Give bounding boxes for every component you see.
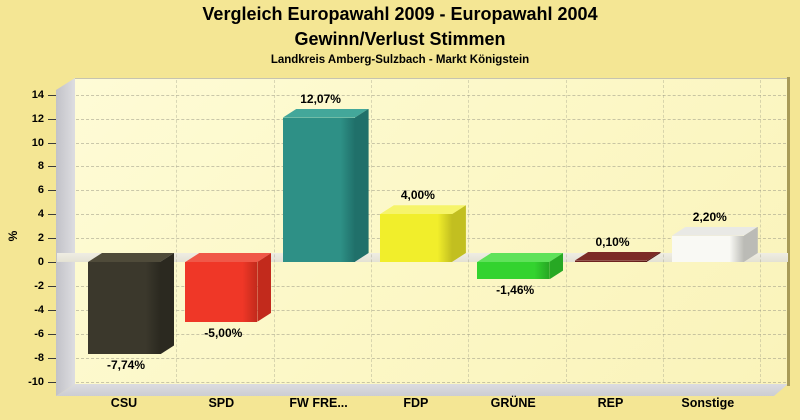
bar-side-REP xyxy=(647,252,661,262)
bar-value-label-FDP: 4,00% xyxy=(400,188,435,203)
gridline-y--2 xyxy=(76,285,786,287)
gridline-y-12 xyxy=(76,118,786,120)
y-tick-mark-10 xyxy=(48,142,56,144)
bar-front-CSU xyxy=(88,262,160,355)
bar-front-GRÜNE xyxy=(477,262,550,280)
gridline-x-3 xyxy=(370,80,372,382)
y-tick-label-2: 2 xyxy=(37,232,44,245)
bar-top-CSU xyxy=(88,253,174,262)
bar-value-label-FW FRE...: 12,07% xyxy=(300,91,341,106)
y-tick-label--10: -10 xyxy=(28,375,44,388)
y-tick-mark-6 xyxy=(48,190,56,192)
y-tick-mark-12 xyxy=(48,118,56,120)
x-axis-label-FW FRE...: FW FRE... xyxy=(289,396,348,410)
gridline-y-6 xyxy=(76,190,786,192)
y-tick-mark-14 xyxy=(48,94,56,96)
bar-top-REP xyxy=(575,252,661,261)
y-tick-label-14: 14 xyxy=(31,88,44,101)
bar-value-label-CSU: -7,74% xyxy=(106,358,146,373)
bar-top-FDP xyxy=(380,205,466,214)
bar-front-Sonstige xyxy=(671,235,744,262)
gridline-x-4 xyxy=(468,80,470,382)
y-tick-label-8: 8 xyxy=(37,160,44,173)
gridline-y-14 xyxy=(76,94,786,96)
gridline-x-7 xyxy=(760,80,762,382)
x-axis-label-SPD: SPD xyxy=(208,396,235,410)
y-tick-label-10: 10 xyxy=(31,136,44,149)
y-tick-label-0: 0 xyxy=(37,256,44,268)
y-tick-label--8: -8 xyxy=(34,351,44,364)
bar-value-label-Sonstige: 2,20% xyxy=(692,209,727,224)
gridline-x-1 xyxy=(176,80,178,382)
chart-title-line2: Gewinn/Verlust Stimmen xyxy=(294,29,506,49)
y-tick-mark-4 xyxy=(48,214,56,216)
bar-top-GRÜNE xyxy=(477,253,563,262)
y-tick-label--6: -6 xyxy=(34,327,44,340)
bar-front-FDP xyxy=(379,214,452,262)
chart-subtitle: Landkreis Amberg-Sulzbach - Markt Königs… xyxy=(270,54,530,66)
gridline-y--10 xyxy=(76,381,786,383)
y-tick-label-6: 6 xyxy=(37,184,44,197)
bar-value-label-REP: 0,10% xyxy=(595,234,630,249)
gridline-x-5 xyxy=(565,80,567,382)
x-axis-label-CSU: CSU xyxy=(110,396,138,410)
bar-side-CSU xyxy=(160,253,174,354)
y-tick-mark--8 xyxy=(48,357,56,359)
y-tick-mark--6 xyxy=(48,333,56,335)
left-wall-3d xyxy=(56,78,75,396)
gridline-x-6 xyxy=(662,80,664,382)
bar-side-SPD xyxy=(257,253,271,322)
y-tick-mark-2 xyxy=(48,238,56,240)
bar-top-Sonstige xyxy=(672,227,758,236)
bar-top-FW FRE... xyxy=(283,109,369,118)
y-tick-label--4: -4 xyxy=(34,303,44,316)
y-tick-label-4: 4 xyxy=(37,208,44,221)
gridline-y-10 xyxy=(76,142,786,144)
bar-value-label-GRÜNE: -1,46% xyxy=(496,283,535,298)
x-axis-label-FDP: FDP xyxy=(403,396,429,410)
bar-front-FW FRE... xyxy=(282,117,355,262)
bar-front-SPD xyxy=(185,262,258,322)
gridline-x-2 xyxy=(273,80,275,382)
chart-title-line1: Vergleich Europawahl 2009 - Europawahl 2… xyxy=(202,4,598,24)
bar-value-label-SPD: -5,00% xyxy=(204,325,243,340)
bar-side-FDP xyxy=(452,205,466,262)
y-tick-mark-0 xyxy=(48,262,56,263)
y-tick-mark--4 xyxy=(48,309,56,311)
x-axis-label-GRÜNE: GRÜNE xyxy=(490,396,536,410)
x-axis-label-Sonstige: Sonstige xyxy=(681,396,735,410)
y-tick-label-12: 12 xyxy=(31,112,44,125)
y-tick-mark--10 xyxy=(48,381,56,383)
x-axis-label-REP: REP xyxy=(597,396,624,410)
plot-right-border xyxy=(787,77,790,386)
bottom-floor-3d xyxy=(56,384,788,396)
y-tick-mark-8 xyxy=(48,166,56,168)
gridline-y--6 xyxy=(76,333,786,335)
bar-side-Sonstige xyxy=(744,227,758,262)
bar-front-REP xyxy=(574,260,647,262)
y-tick-label--2: -2 xyxy=(34,279,44,292)
y-tick-mark--2 xyxy=(48,285,56,287)
gridline-y-8 xyxy=(76,166,786,168)
gridline-y--8 xyxy=(76,357,786,359)
bar-top-SPD xyxy=(185,253,271,262)
bar-side-FW FRE... xyxy=(355,109,369,262)
gridline-y--4 xyxy=(76,309,786,311)
